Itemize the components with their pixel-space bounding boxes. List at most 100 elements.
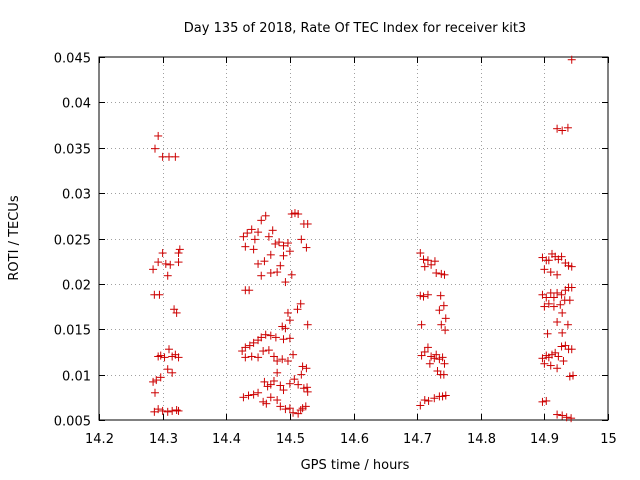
data-point bbox=[423, 343, 432, 352]
data-point bbox=[296, 406, 305, 415]
data-point bbox=[302, 364, 311, 373]
data-point bbox=[158, 249, 167, 258]
data-point bbox=[289, 350, 298, 359]
x-tick-label: 14.3 bbox=[149, 432, 178, 447]
data-point bbox=[420, 262, 429, 271]
data-point bbox=[260, 257, 269, 266]
data-point bbox=[296, 299, 305, 308]
data-point bbox=[273, 396, 282, 405]
data-point bbox=[437, 320, 446, 329]
data-point bbox=[293, 305, 302, 314]
y-tick-label: 0.015 bbox=[54, 324, 91, 339]
data-point bbox=[420, 396, 429, 405]
data-point bbox=[261, 211, 270, 220]
data-point bbox=[266, 250, 275, 259]
data-point bbox=[441, 391, 450, 400]
data-point bbox=[297, 370, 306, 379]
data-point bbox=[161, 259, 170, 268]
data-point bbox=[285, 316, 294, 325]
data-point bbox=[423, 256, 432, 265]
data-point bbox=[276, 402, 285, 411]
data-point bbox=[244, 391, 253, 400]
data-point bbox=[563, 123, 572, 132]
data-point bbox=[562, 413, 571, 422]
data-point bbox=[175, 245, 184, 254]
y-tick-label: 0.04 bbox=[62, 97, 91, 112]
chart-title: Day 135 of 2018, Rate Of TEC Index for r… bbox=[184, 21, 526, 36]
data-point bbox=[435, 355, 444, 364]
data-point bbox=[261, 330, 270, 339]
plot-border bbox=[98, 56, 609, 421]
y-tick-label: 0.03 bbox=[62, 188, 91, 203]
data-point bbox=[166, 260, 175, 269]
data-point bbox=[563, 320, 572, 329]
data-point bbox=[281, 324, 290, 333]
data-point bbox=[156, 373, 165, 382]
data-point bbox=[171, 152, 180, 161]
data-point bbox=[294, 209, 303, 218]
data-point bbox=[163, 271, 172, 280]
data-point bbox=[544, 299, 553, 308]
data-point bbox=[423, 290, 432, 299]
data-point bbox=[168, 368, 177, 377]
data-point bbox=[430, 394, 439, 403]
data-point bbox=[174, 258, 183, 267]
data-point bbox=[567, 262, 576, 271]
data-point bbox=[241, 242, 250, 251]
data-point bbox=[419, 255, 428, 264]
data-point bbox=[546, 361, 555, 370]
data-point bbox=[303, 219, 312, 228]
data-point bbox=[152, 376, 161, 385]
data-point bbox=[540, 265, 549, 274]
x-tick-label: 14.6 bbox=[340, 432, 369, 447]
data-point bbox=[271, 333, 280, 342]
data-point bbox=[553, 410, 562, 419]
data-point bbox=[303, 320, 312, 329]
data-point bbox=[160, 353, 169, 362]
data-point bbox=[303, 383, 312, 392]
data-point bbox=[290, 209, 299, 218]
data-point bbox=[416, 401, 425, 410]
data-point bbox=[553, 317, 562, 326]
data-point bbox=[427, 260, 436, 269]
data-point bbox=[281, 278, 290, 287]
data-point bbox=[435, 306, 444, 315]
data-point bbox=[416, 249, 425, 258]
data-point bbox=[275, 238, 284, 247]
data-point bbox=[174, 353, 183, 362]
data-point bbox=[558, 308, 567, 317]
data-point bbox=[285, 247, 294, 256]
data-point bbox=[283, 239, 292, 248]
data-point bbox=[268, 226, 277, 235]
data-point bbox=[174, 406, 183, 415]
data-point bbox=[278, 355, 287, 364]
data-point bbox=[567, 345, 576, 354]
data-point bbox=[269, 376, 278, 385]
data-point bbox=[540, 302, 549, 311]
data-point bbox=[279, 241, 288, 250]
data-point bbox=[557, 252, 566, 261]
data-point bbox=[247, 225, 256, 234]
data-point bbox=[239, 393, 248, 402]
data-point bbox=[163, 365, 172, 374]
data-point bbox=[279, 386, 288, 395]
x-tick-label: 14.9 bbox=[530, 432, 559, 447]
x-tick-label: 14.4 bbox=[212, 432, 241, 447]
data-point bbox=[440, 270, 449, 279]
data-point bbox=[239, 232, 248, 241]
data-point bbox=[150, 144, 159, 153]
data-point bbox=[164, 345, 173, 354]
data-point bbox=[263, 382, 272, 391]
data-point bbox=[420, 347, 429, 356]
data-point bbox=[559, 357, 568, 366]
data-point bbox=[266, 331, 275, 340]
data-point bbox=[416, 291, 425, 300]
data-point bbox=[168, 352, 177, 361]
y-tick-label: 0.005 bbox=[54, 415, 91, 430]
data-point bbox=[430, 354, 439, 363]
data-point bbox=[172, 406, 181, 415]
data-point bbox=[266, 393, 275, 402]
data-point bbox=[294, 380, 303, 389]
x-axis-ticks: 14.2 14.3 14.4 14.5 14.6 14.7 14.8 14.9 15 bbox=[85, 57, 617, 447]
data-points bbox=[149, 55, 578, 423]
